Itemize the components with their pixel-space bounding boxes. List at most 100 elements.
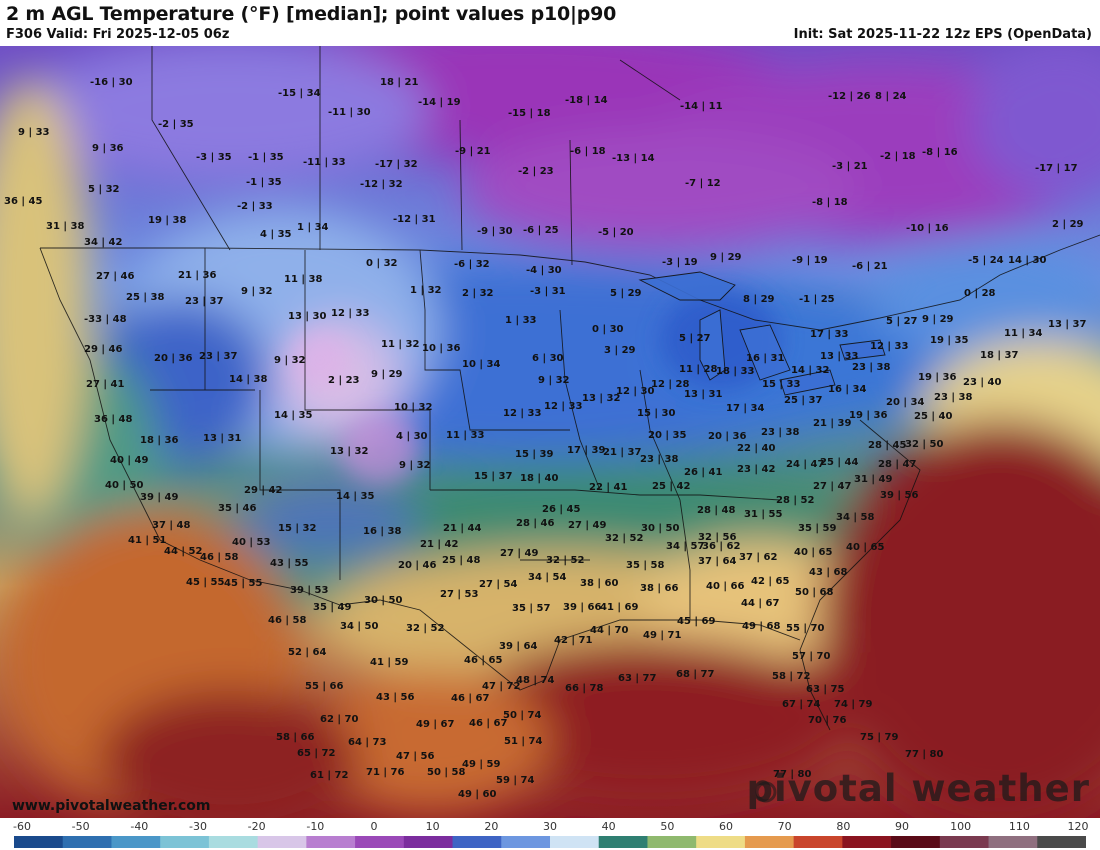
point-value-label: 9 | 29 — [371, 369, 403, 380]
point-value-label: 28 | 46 — [516, 518, 555, 529]
point-value-label: 21 | 37 — [603, 447, 642, 458]
point-value-label: 1 | 33 — [505, 315, 537, 326]
point-value-label: 40 | 65 — [794, 547, 833, 558]
point-value-label: 49 | 68 — [742, 621, 781, 632]
point-value-label: 36 | 48 — [94, 414, 133, 425]
point-value-label: 19 | 36 — [918, 372, 957, 383]
legend-tick-label: -20 — [247, 820, 266, 833]
point-value-label: 28 | 47 — [878, 459, 917, 470]
point-value-label: 0 | 30 — [592, 324, 624, 335]
point-value-label: 25 | 37 — [784, 395, 823, 406]
temperature-map[interactable]: -16 | 30 -15 | 34 18 | 21 -14 | 19 -11 | 30 -… — [0, 46, 1100, 818]
point-value-label: 18 | 33 — [716, 366, 755, 377]
point-value-label: 27 | 41 — [86, 379, 125, 390]
point-value-label: 67 | 74 — [782, 699, 821, 710]
legend-ticks: -60 -50 -40 -30 -20 -10 0 10 20 30 40 50 60 70 80 90 100… — [0, 820, 1100, 834]
point-value-label: 31 | 49 — [854, 474, 893, 485]
point-value-label: 25 | 38 — [126, 292, 165, 303]
legend-color-swatch — [647, 836, 697, 848]
point-value-label: -3 | 21 — [832, 161, 868, 172]
point-value-label: 8 | 29 — [743, 294, 775, 305]
point-value-label: 31 | 55 — [744, 509, 783, 520]
point-value-label: 43 | 56 — [376, 692, 415, 703]
legend-color-swatch — [14, 836, 64, 848]
website-watermark: www.pivotalweather.com — [12, 798, 211, 814]
point-value-label: 27 | 54 — [479, 579, 518, 590]
point-value-label: 30 | 50 — [641, 523, 680, 534]
point-value-label: -8 | 16 — [922, 147, 958, 158]
point-value-label: 38 | 60 — [580, 578, 619, 589]
color-legend: -60 -50 -40 -30 -20 -10 0 10 20 30 40 50 60 70 80 90 100… — [0, 818, 1100, 850]
point-value-label: 64 | 73 — [348, 737, 387, 748]
point-value-label: 23 | 38 — [761, 427, 800, 438]
point-value-label: 49 | 59 — [462, 759, 501, 770]
legend-color-swatch — [939, 836, 990, 848]
point-value-label: 21 | 36 — [178, 270, 217, 281]
point-value-label: 47 | 72 — [482, 681, 521, 692]
point-value-label: 57 | 70 — [792, 651, 831, 662]
point-value-label: 17 | 34 — [726, 403, 765, 414]
point-value-label: 49 | 60 — [458, 789, 497, 800]
point-value-label: -9 | 30 — [477, 226, 513, 237]
legend-color-swatch — [111, 836, 161, 848]
point-value-label: 46 | 67 — [451, 693, 490, 704]
point-value-label: 70 | 76 — [808, 715, 847, 726]
point-value-label: 5 | 29 — [610, 288, 642, 299]
point-value-label: 22 | 41 — [589, 482, 628, 493]
point-value-label: 74 | 79 — [834, 699, 873, 710]
point-value-label: 34 | 50 — [340, 621, 379, 632]
point-value-label: 9 | 29 — [710, 252, 742, 263]
point-value-label: 5 | 27 — [679, 333, 711, 344]
point-value-label: 50 | 74 — [503, 710, 542, 721]
point-value-label: 10 | 36 — [422, 343, 461, 354]
point-value-label: 5 | 32 — [88, 184, 120, 195]
point-value-label: 11 | 34 — [1004, 328, 1043, 339]
point-value-label: 26 | 41 — [684, 467, 723, 478]
point-value-label: 9 | 33 — [18, 127, 50, 138]
point-value-label: 2 | 29 — [1052, 219, 1084, 230]
point-value-label: 20 | 34 — [886, 397, 925, 408]
point-value-label: 18 | 21 — [380, 77, 419, 88]
legend-color-swatch — [452, 836, 502, 848]
point-value-label: 63 | 77 — [618, 673, 657, 684]
point-value-label: -1 | 35 — [248, 152, 284, 163]
point-value-label: 20 | 36 — [154, 353, 193, 364]
point-value-label: -4 | 30 — [526, 265, 562, 276]
point-value-label: 15 | 33 — [762, 379, 801, 390]
point-value-label: 30 | 50 — [364, 595, 403, 606]
point-value-label: 65 | 72 — [297, 748, 336, 759]
point-value-label: 34 | 54 — [528, 572, 567, 583]
point-value-label: 2 | 23 — [328, 375, 360, 386]
point-value-label: 25 | 42 — [652, 481, 691, 492]
point-value-label: 9 | 29 — [922, 314, 954, 325]
point-value-label: 41 | 59 — [370, 657, 409, 668]
point-value-label: 9 | 32 — [399, 460, 431, 471]
point-value-label: 21 | 44 — [443, 523, 482, 534]
point-value-label: 10 | 34 — [462, 359, 501, 370]
point-value-label: -11 | 33 — [303, 157, 346, 168]
legend-color-swatch — [696, 836, 746, 848]
point-value-label: 47 | 56 — [396, 751, 435, 762]
point-value-label: 5 | 27 — [886, 316, 918, 327]
point-value-label: 23 | 42 — [737, 464, 776, 475]
legend-color-swatch — [160, 836, 210, 848]
point-value-label: 75 | 79 — [860, 732, 899, 743]
point-value-label: 19 | 35 — [930, 335, 969, 346]
point-value-label: 27 | 49 — [500, 548, 539, 559]
point-value-label: -6 | 32 — [454, 259, 490, 270]
point-value-label: 3 | 29 — [604, 345, 636, 356]
point-value-label: 12 | 28 — [651, 379, 690, 390]
point-value-label: 40 | 49 — [110, 455, 149, 466]
point-value-label: -12 | 31 — [393, 214, 436, 225]
point-value-label: 28 | 48 — [697, 505, 736, 516]
point-value-label: -17 | 32 — [375, 159, 418, 170]
point-value-label: 48 | 74 — [516, 675, 555, 686]
point-value-label: 4 | 30 — [396, 431, 428, 442]
point-value-label: 6 | 30 — [532, 353, 564, 364]
legend-tick-label: -60 — [13, 820, 31, 833]
point-value-label: 21 | 42 — [420, 539, 459, 550]
point-value-label: 34 | 42 — [84, 237, 123, 248]
point-value-label: 37 | 64 — [698, 556, 737, 567]
point-value-label: 27 | 49 — [568, 520, 607, 531]
legend-tick-label: -40 — [130, 820, 149, 833]
